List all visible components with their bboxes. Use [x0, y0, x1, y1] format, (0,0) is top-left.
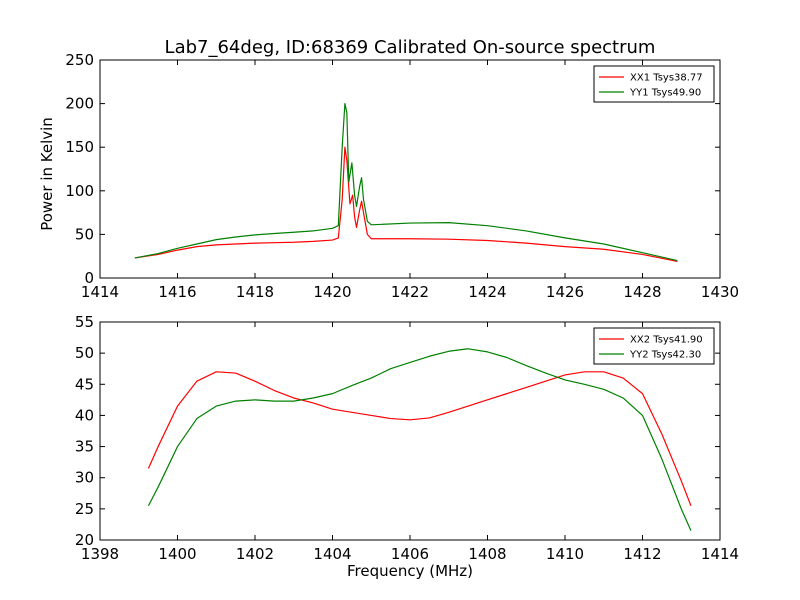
- y-tick-label: 25: [75, 500, 94, 518]
- y-tick-label: 150: [65, 138, 94, 156]
- legend-label: YY1 Tsys49.90: [629, 88, 701, 99]
- x-tick-label: 1402: [236, 545, 274, 563]
- x-axis-label: Frequency (MHz): [347, 562, 473, 580]
- x-tick-label: 1422: [391, 283, 429, 301]
- legend-label: XX1 Tsys38.77: [630, 73, 703, 84]
- x-tick-label: 1408: [468, 545, 506, 563]
- bottom-panel: 1398 1400 1402 1404 1406 1408 1410 1412 1414 20 25…: [75, 313, 739, 580]
- x-tick-label: 1426: [546, 283, 584, 301]
- x-tick-label: 1416: [158, 283, 196, 301]
- legend-box: [593, 327, 715, 365]
- legend-label: XX2 Tsys41.90: [630, 335, 703, 346]
- y-tick-label: 45: [75, 375, 94, 393]
- y-tick-label: 250: [65, 51, 94, 69]
- y-tick-label: 50: [75, 225, 94, 243]
- y-tick-label: 50: [75, 344, 94, 362]
- y-tick-label: 35: [75, 438, 94, 456]
- x-tick-label: 1410: [546, 545, 584, 563]
- y-tick-label: 0: [84, 269, 94, 287]
- y-tick-label: 40: [75, 406, 94, 424]
- y-axis-label: Power in Kelvin: [38, 117, 56, 231]
- legend-label: YY2 Tsys42.30: [629, 350, 701, 361]
- legend: XX2 Tsys41.90 YY2 Tsys42.30: [593, 327, 715, 365]
- top-panel: 1414 1416 1418 1420 1422 1424 1426 1428 1430 0 50 1…: [38, 51, 739, 301]
- series-line-yy2: [147, 348, 692, 531]
- series-line-xx1: [134, 146, 678, 263]
- y-tick-label: 30: [75, 469, 94, 487]
- series-line-yy1: [134, 103, 678, 262]
- x-tick-label: 1428: [623, 283, 661, 301]
- y-tick-label: 20: [75, 531, 94, 549]
- x-tick-label: 1414: [81, 283, 119, 301]
- x-tick-label: 1400: [158, 545, 196, 563]
- x-tick-label: 1404: [313, 545, 351, 563]
- x-tick-label: 1406: [391, 545, 429, 563]
- legend-box: [593, 65, 715, 103]
- chart-title: Lab7_64deg, ID:68369 Calibrated On-sourc…: [165, 37, 656, 58]
- x-tick-label: 1420: [313, 283, 351, 301]
- x-tick-label: 1430: [701, 283, 739, 301]
- series-line-xx2: [147, 371, 692, 506]
- x-tick-label: 1424: [468, 283, 506, 301]
- legend: XX1 Tsys38.77 YY1 Tsys49.90: [593, 65, 715, 103]
- x-tick-label: 1414: [701, 545, 739, 563]
- x-tick-label: 1398: [81, 545, 119, 563]
- y-tick-label: 100: [65, 182, 94, 200]
- x-tick-label: 1418: [236, 283, 274, 301]
- y-tick-label: 200: [65, 95, 94, 113]
- x-tick-label: 1412: [623, 545, 661, 563]
- y-tick-label: 55: [75, 313, 94, 331]
